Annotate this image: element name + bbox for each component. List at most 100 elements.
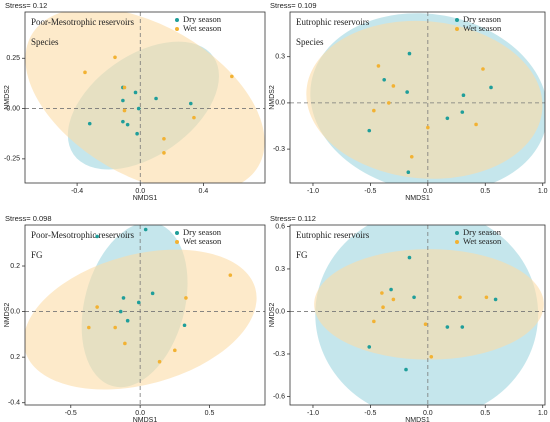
panel: -0.4 0.0 0.4 0.25 0.00 -0.25 NMDS1 NMDS2 Stress=… bbox=[4, 1, 266, 202]
legend-marker bbox=[175, 240, 179, 244]
y-tick-label: 0.0 bbox=[275, 308, 285, 315]
y-tick-label: 0.6 bbox=[275, 223, 285, 230]
point bbox=[481, 67, 485, 71]
x-axis-label: NMDS1 bbox=[133, 417, 158, 422]
legend-label: Dry season bbox=[463, 14, 502, 24]
x-tick-label: -0.5 bbox=[364, 188, 376, 195]
point bbox=[391, 84, 396, 88]
y-tick-label: 0.3 bbox=[275, 54, 285, 61]
x-tick-label: 0.0 bbox=[135, 410, 145, 417]
point bbox=[123, 341, 127, 346]
x-tick-label: 1.0 bbox=[538, 188, 548, 195]
plot-area bbox=[25, 12, 265, 183]
legend-label: Wet season bbox=[183, 236, 222, 246]
point bbox=[391, 297, 396, 302]
x-axis-label: NMDS1 bbox=[405, 195, 430, 202]
x-tick-label: -0.5 bbox=[364, 410, 376, 417]
y-tick-label: -0.3 bbox=[273, 351, 285, 358]
point bbox=[382, 77, 386, 82]
legend-label: Wet season bbox=[463, 23, 502, 33]
y-tick-label: 0.3 bbox=[275, 266, 285, 273]
panel-title: Eutrophic reservoirs bbox=[296, 230, 370, 240]
panel: -1.0 -0.5 0.0 0.5 1.0 0.6 0.3 0.0 -0.3 -0.6 NMDS1 N… bbox=[269, 214, 548, 422]
confidence-ellipse bbox=[25, 12, 265, 183]
legend-label: Wet season bbox=[463, 236, 502, 246]
point bbox=[423, 322, 428, 327]
plot-frame bbox=[289, 224, 546, 406]
point bbox=[122, 108, 127, 113]
point bbox=[162, 151, 166, 155]
point bbox=[228, 273, 233, 277]
point bbox=[376, 64, 381, 68]
legend-marker bbox=[175, 231, 179, 235]
y-tick-label: -0.4 bbox=[8, 400, 20, 407]
point bbox=[113, 55, 117, 60]
y-axis-label: NMDS2 bbox=[269, 303, 276, 328]
stress-annotation: Stress= 0.112 bbox=[270, 214, 316, 223]
y-tick-label: 0.0 bbox=[10, 308, 20, 315]
point bbox=[121, 119, 125, 124]
point bbox=[135, 131, 139, 136]
point bbox=[445, 116, 450, 121]
plot-area bbox=[25, 225, 265, 405]
point bbox=[87, 325, 91, 330]
panel: -0.5 0.0 0.5 0.2 0.0 0.2 -0.4 NMDS1 NMDS2 Stress=… bbox=[4, 214, 266, 422]
point bbox=[133, 90, 138, 95]
point bbox=[474, 122, 478, 127]
y-tick-label: 0.25 bbox=[6, 55, 20, 62]
point bbox=[136, 106, 141, 111]
confidence-ellipse bbox=[314, 249, 544, 360]
point bbox=[188, 101, 193, 106]
point bbox=[407, 255, 412, 260]
x-tick-label: -0.5 bbox=[65, 410, 77, 417]
point bbox=[173, 348, 177, 353]
stress-annotation: Stress= 0.12 bbox=[5, 1, 47, 10]
y-tick-label: 0.2 bbox=[10, 354, 20, 361]
point bbox=[230, 74, 234, 79]
legend-label: Dry season bbox=[183, 227, 222, 237]
point bbox=[386, 101, 391, 105]
point bbox=[460, 110, 465, 114]
x-tick-label: 1.0 bbox=[538, 410, 548, 417]
legend-marker bbox=[175, 27, 179, 31]
point bbox=[121, 98, 125, 103]
point bbox=[95, 234, 99, 239]
panel-subtitle: FG bbox=[31, 250, 43, 260]
point bbox=[87, 121, 92, 126]
point bbox=[405, 90, 409, 94]
point bbox=[372, 319, 376, 324]
x-tick-label: 0.0 bbox=[423, 410, 433, 417]
x-tick-label: 0.5 bbox=[205, 410, 215, 417]
point bbox=[143, 227, 148, 232]
point bbox=[404, 367, 408, 372]
point bbox=[83, 70, 87, 75]
point bbox=[372, 108, 376, 113]
x-tick-label: -0.4 bbox=[71, 188, 83, 195]
point bbox=[458, 295, 462, 300]
point bbox=[192, 115, 196, 120]
point bbox=[381, 305, 385, 310]
point bbox=[125, 122, 130, 127]
legend-marker bbox=[455, 18, 459, 22]
point bbox=[460, 325, 465, 329]
point bbox=[426, 125, 430, 130]
y-tick-label: -0.3 bbox=[273, 146, 285, 153]
point bbox=[150, 291, 155, 296]
point bbox=[125, 318, 130, 323]
point bbox=[184, 296, 188, 300]
plot-frame bbox=[24, 11, 266, 184]
plot-frame bbox=[24, 224, 266, 406]
y-tick-label: 0.0 bbox=[275, 100, 285, 107]
point bbox=[162, 136, 166, 141]
plot-area bbox=[290, 12, 545, 183]
point bbox=[367, 345, 372, 349]
plot-frame bbox=[289, 11, 546, 184]
panel-subtitle: FG bbox=[296, 250, 308, 260]
x-tick-label: 0.4 bbox=[199, 188, 209, 195]
point bbox=[461, 93, 466, 97]
x-tick-label: -1.0 bbox=[307, 410, 319, 417]
point bbox=[154, 96, 158, 101]
y-tick-label: 0.2 bbox=[10, 263, 20, 270]
point bbox=[412, 295, 416, 300]
